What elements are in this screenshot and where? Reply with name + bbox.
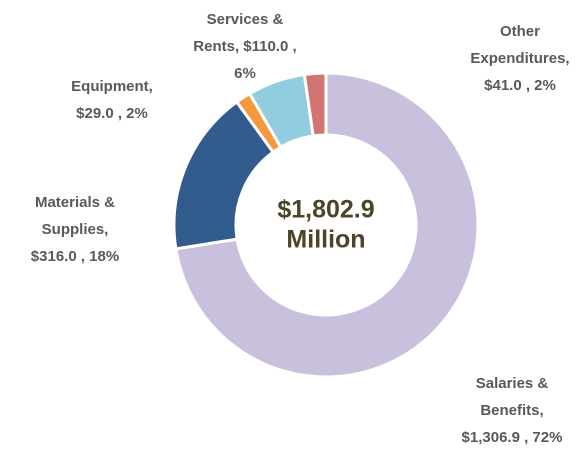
- slice-label: $41.0 , 2%: [484, 77, 556, 94]
- slice-label: Services &: [207, 11, 284, 28]
- slice-label: Other: [500, 23, 540, 40]
- slice-label: Salaries &: [476, 375, 549, 392]
- center-label: Million: [286, 226, 365, 254]
- slice-label: $316.0 , 18%: [31, 248, 119, 265]
- slice-label: Supplies,: [42, 221, 109, 238]
- slice-label: 6%: [234, 65, 256, 82]
- slice-label: $1,306.9 , 72%: [462, 429, 563, 446]
- slice-label: Benefits,: [480, 402, 543, 419]
- slice-label: Rents, $110.0 ,: [193, 38, 296, 55]
- slice: [174, 71, 480, 379]
- center-label: $1,802.9: [277, 196, 374, 224]
- slice: [302, 71, 328, 138]
- slice-label: Expenditures,: [470, 50, 569, 67]
- slice-label: Materials &: [35, 194, 115, 211]
- slice-label: $29.0 , 2%: [76, 105, 148, 122]
- slice-label: Equipment,: [71, 78, 153, 95]
